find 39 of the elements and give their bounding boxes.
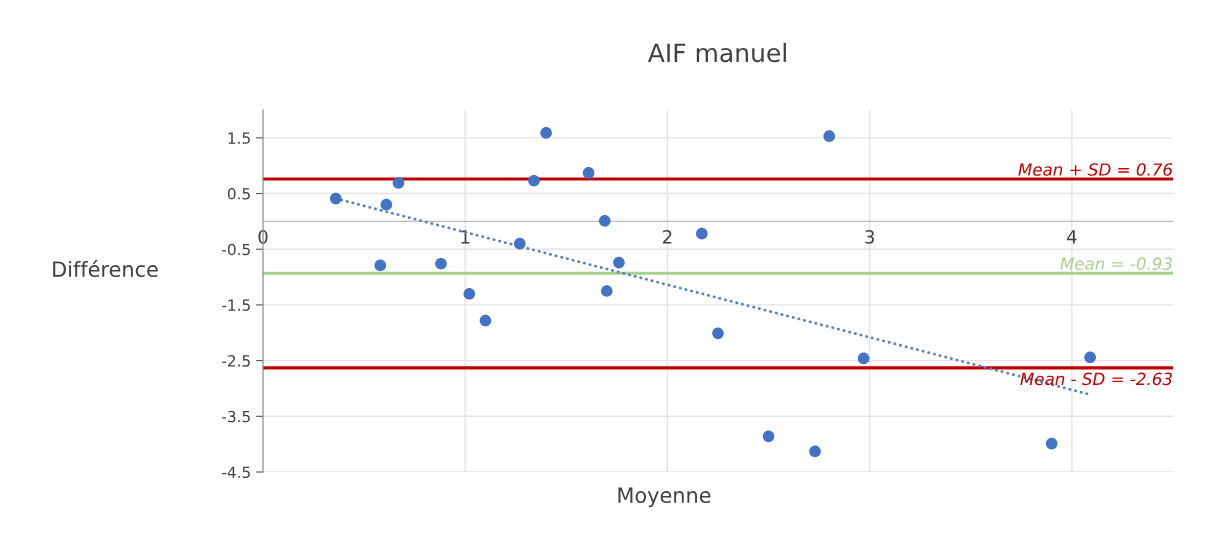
- y-tick-label: 0.5: [227, 188, 250, 200]
- x-tick-label: 3: [865, 230, 874, 244]
- point: [600, 285, 613, 297]
- x-tick-label: 0: [258, 230, 268, 244]
- point: [613, 256, 625, 269]
- y-tick-label: -0.5: [222, 243, 250, 256]
- point: [380, 198, 393, 211]
- y-tick-label: -4.5: [222, 466, 250, 479]
- ref-line-label: Mean - SD = -2.63: [1020, 372, 1172, 386]
- x-tick-label: 2: [663, 230, 672, 244]
- y-tick-label: -2.5: [222, 355, 250, 367]
- point: [540, 127, 552, 139]
- point: [598, 215, 611, 227]
- point: [479, 314, 492, 327]
- x-axis-title: Moyenne: [618, 487, 711, 508]
- point: [392, 177, 405, 189]
- point: [712, 327, 724, 340]
- point: [528, 174, 540, 187]
- x-tick-label: 4: [1067, 230, 1077, 244]
- point: [762, 430, 775, 443]
- ref-line-label: Mean + SD = 0.76: [1018, 163, 1173, 176]
- point: [1045, 437, 1058, 450]
- point: [514, 237, 526, 250]
- y-tick-label: -1.5: [222, 299, 250, 311]
- point: [857, 352, 870, 365]
- y-axis-title: Différence: [53, 260, 158, 278]
- point: [329, 192, 342, 205]
- point: [374, 259, 387, 272]
- point: [1084, 351, 1096, 364]
- point: [435, 257, 447, 270]
- point: [696, 227, 708, 240]
- point: [582, 167, 595, 179]
- point: [823, 130, 836, 142]
- y-tick-label: -3.5: [222, 410, 250, 423]
- point: [463, 287, 476, 300]
- chart-title: AIF manuel: [647, 42, 786, 63]
- ref-line-label: Mean = -0.93: [1060, 257, 1172, 270]
- point: [809, 445, 821, 458]
- y-tick-label: 1.5: [228, 132, 250, 144]
